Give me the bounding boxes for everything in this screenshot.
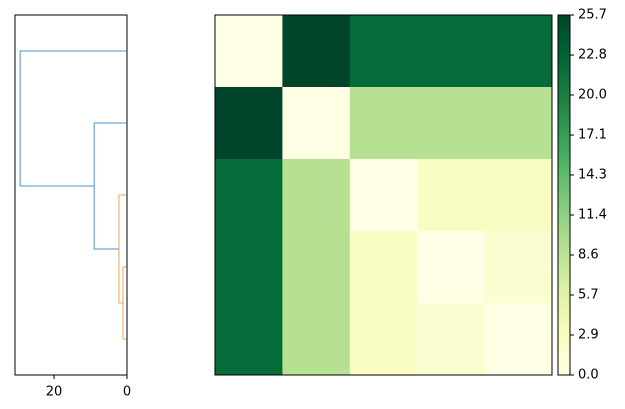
colorbar-tick-label: 2.9 bbox=[578, 327, 599, 342]
colorbar-tick-label: 25.7 bbox=[578, 8, 607, 23]
heatmap-cell bbox=[349, 15, 418, 88]
colorbar-tick-label: 5.7 bbox=[578, 288, 599, 303]
heatmap-cell bbox=[349, 303, 418, 376]
heatmap-cell bbox=[215, 159, 283, 232]
colorbar-tick-label: 14.3 bbox=[578, 167, 607, 182]
heatmap-frame bbox=[214, 14, 553, 376]
heatmap-cell bbox=[417, 15, 486, 88]
heatmap-cell bbox=[417, 87, 486, 160]
heatmap-cell bbox=[484, 15, 553, 88]
heatmap-cell bbox=[215, 303, 283, 376]
heatmap-cell bbox=[484, 303, 553, 376]
x-tick-label: 0 bbox=[123, 385, 131, 400]
heatmap-cell bbox=[349, 87, 418, 160]
heatmap-cell bbox=[282, 87, 351, 160]
colorbar-tick-label: 17.1 bbox=[578, 128, 607, 143]
colorbar-tick-label: 11.4 bbox=[578, 208, 607, 223]
colorbar-tick-label: 20.0 bbox=[578, 87, 607, 102]
colorbar-tick-label: 0.0 bbox=[578, 368, 599, 383]
heatmap-cell bbox=[215, 15, 283, 88]
dendrogram-link bbox=[118, 194, 127, 304]
heatmap-cell bbox=[484, 87, 553, 160]
heatmap-cell bbox=[417, 159, 486, 232]
heatmap-cell bbox=[484, 231, 553, 304]
heatmap-cell bbox=[417, 303, 486, 376]
dendrogram-link bbox=[122, 266, 127, 340]
dendrogram-link bbox=[19, 50, 127, 187]
heatmap-cell bbox=[349, 231, 418, 304]
heatmap-cell bbox=[417, 231, 486, 304]
heatmap-cell bbox=[282, 159, 351, 232]
heatmap-cell bbox=[282, 231, 351, 304]
heatmap-cell bbox=[282, 303, 351, 376]
dendrogram-link bbox=[93, 122, 127, 250]
x-tick-label: 20 bbox=[46, 385, 63, 400]
heatmap-cell bbox=[215, 231, 283, 304]
heatmap-cell bbox=[215, 87, 283, 160]
heatmap-cell bbox=[484, 159, 553, 232]
dendrogram-frame bbox=[14, 14, 128, 376]
heatmap-cell bbox=[282, 15, 351, 88]
colorbar-tick-label: 22.8 bbox=[578, 48, 607, 63]
colorbar bbox=[557, 14, 571, 376]
colorbar-tick-label: 8.6 bbox=[578, 247, 599, 262]
heatmap-cell bbox=[349, 159, 418, 232]
